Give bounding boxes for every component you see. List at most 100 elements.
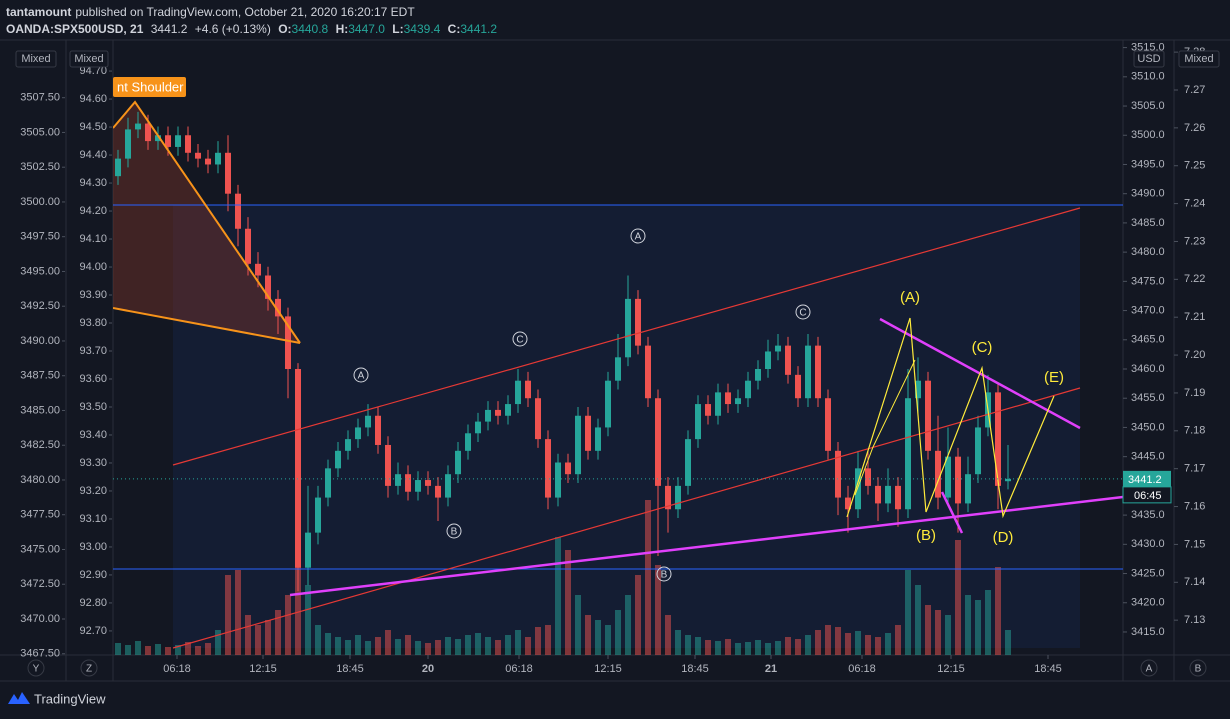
right2-tick-label: 7.20 (1184, 349, 1205, 361)
volume-bar (885, 633, 891, 655)
button-label[interactable]: Y (33, 664, 40, 675)
candle-body (825, 398, 831, 451)
candle-body (355, 427, 361, 440)
open: 3440.8 (291, 22, 329, 36)
candle-body (625, 298, 631, 358)
candle-body (585, 415, 591, 451)
button-label[interactable]: B (1195, 664, 1202, 675)
y-tick-label: 3415.0 (1131, 626, 1165, 638)
currency[interactable]: USD (1137, 53, 1160, 65)
candle-body (125, 129, 131, 159)
circle-label: B (661, 570, 668, 581)
candle-body (275, 298, 281, 317)
volume-bar (375, 637, 381, 655)
button[interactable] (80, 659, 98, 677)
pattern-label-box (113, 77, 186, 97)
channel-bottom (172, 387, 1081, 649)
wave-label: (C) (972, 339, 993, 356)
x-tick-label: 06:18 (505, 663, 533, 675)
candle-body (665, 485, 671, 510)
y-tick-label: 3485.0 (1131, 217, 1165, 229)
y-tick-label: 3505.0 (1131, 100, 1165, 112)
left-tick-label: 3507.50 (20, 92, 60, 104)
candle-body (215, 152, 221, 165)
button[interactable] (1189, 659, 1207, 677)
volume-bar (875, 637, 881, 655)
left-tick-label: 3487.50 (20, 370, 60, 382)
candle-body (505, 404, 511, 416)
scale-mode[interactable] (1178, 50, 1220, 68)
volume-bar (415, 641, 421, 655)
left-tick-label: 94.00 (79, 261, 107, 273)
left-tick-label: 3495.00 (20, 265, 60, 277)
candle-body (905, 398, 911, 510)
volume-bar (625, 595, 631, 655)
volume-bar (465, 635, 471, 655)
volume-bar (925, 605, 931, 655)
button-label[interactable]: A (1146, 664, 1153, 675)
volume-bar (695, 637, 701, 655)
channel-top (172, 207, 1081, 466)
candle-body (115, 158, 121, 177)
currency-box[interactable] (1133, 50, 1165, 68)
x-tick-label: 18:45 (1034, 663, 1062, 675)
axes: 3415.03420.03425.03430.03435.03440.03445… (20, 42, 1205, 675)
circle (795, 304, 811, 320)
candle-body (415, 480, 421, 492)
x-tick-label: 12:15 (249, 663, 277, 675)
button[interactable] (1140, 659, 1158, 677)
scale-mode-label[interactable]: Mixed (1184, 53, 1213, 65)
candle-body (745, 380, 751, 399)
left-tick-label: 92.90 (79, 569, 107, 581)
candles (115, 111, 1011, 655)
candle-body (655, 398, 661, 486)
footer-buttons (27, 659, 1207, 677)
volume-bar (265, 620, 271, 655)
left-tick-label: 3490.00 (20, 335, 60, 347)
circle (656, 566, 672, 582)
candle-body (185, 135, 191, 153)
left-tick-label: 3470.00 (20, 613, 60, 625)
candle-body (365, 415, 371, 428)
y-tick-label: 3455.0 (1131, 392, 1165, 404)
left-tick-label: 94.40 (79, 149, 107, 161)
circle (353, 367, 369, 383)
volume-bar (145, 646, 151, 655)
circle-label: C (799, 308, 806, 319)
candle-body (935, 450, 941, 498)
candle-body (345, 439, 351, 451)
volume-bar (865, 635, 871, 655)
candle-body (595, 427, 601, 451)
candle-body (285, 316, 291, 370)
y-tick-label: 3425.0 (1131, 567, 1165, 579)
volume-bar (255, 625, 261, 655)
price-tag-box (1123, 470, 1171, 487)
right2-tick-label: 7.23 (1184, 235, 1205, 247)
scale-mode-label[interactable]: Mixed (21, 53, 50, 65)
volume-bar (555, 537, 561, 655)
y-tick-label: 3510.0 (1131, 71, 1165, 83)
button-label[interactable]: Z (86, 664, 92, 675)
volume-bar (275, 610, 281, 655)
volume-bar (195, 646, 201, 655)
volume-bar (315, 625, 321, 655)
y-tick-label: 3465.0 (1131, 334, 1165, 346)
left-tick-label: 94.60 (79, 93, 107, 105)
volume-bar (755, 640, 761, 655)
button[interactable] (27, 659, 45, 677)
pattern-label: nt Shoulder (117, 79, 184, 94)
price-tag: 3441.2 (1128, 474, 1162, 486)
circle-label: B (451, 527, 458, 538)
volume-bar (945, 615, 951, 655)
scale-mode[interactable] (69, 50, 109, 68)
y-tick-label: 3475.0 (1131, 275, 1165, 287)
scale-mode[interactable] (15, 50, 57, 68)
scale-mode-label[interactable]: Mixed (74, 53, 103, 65)
right2-tick-label: 7.18 (1184, 425, 1205, 437)
candle-body (515, 380, 521, 405)
candle-body (425, 480, 431, 486)
candle-body (915, 380, 921, 399)
candle-body (805, 345, 811, 399)
x-tick-label: 06:18 (163, 663, 191, 675)
